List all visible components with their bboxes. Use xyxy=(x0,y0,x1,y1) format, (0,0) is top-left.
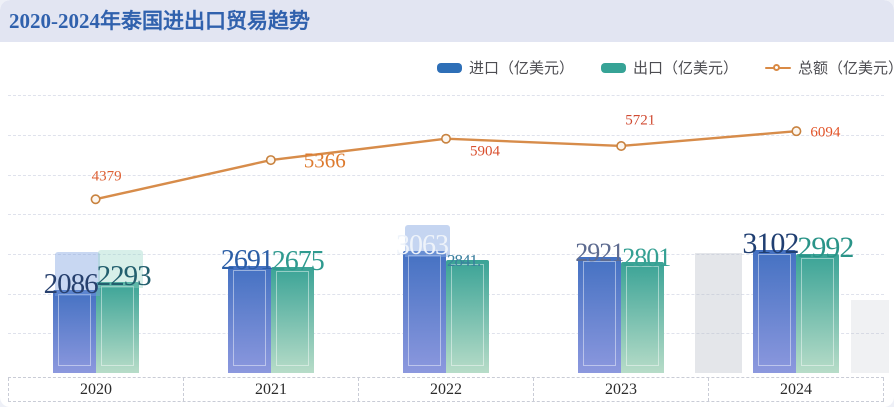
import-value-label-2020: 2086 xyxy=(43,268,99,301)
x-axis-cell-2022: 2022 xyxy=(358,378,533,401)
legend-line-marker-icon xyxy=(765,63,792,73)
import-bar-2022[interactable] xyxy=(403,251,446,373)
ghost-cap-block xyxy=(405,225,450,258)
ghost-shadow-block xyxy=(695,253,743,373)
total-line xyxy=(95,129,797,201)
import-bar-2023[interactable] xyxy=(578,257,622,373)
import-bar-2020[interactable] xyxy=(52,290,96,373)
x-axis-label: 2023 xyxy=(605,380,637,398)
export-bar-2021[interactable] xyxy=(270,266,314,373)
export-value-label-2020: 2293 xyxy=(96,260,152,292)
gridline xyxy=(8,174,884,176)
ghost-cap-block xyxy=(97,250,143,288)
x-axis-label: 2021 xyxy=(255,380,287,398)
legend-item-total[interactable]: 总额（亿美元） xyxy=(765,57,894,78)
export-value-label-2022: 2841. xyxy=(447,251,481,271)
x-axis-label: 2020 xyxy=(80,380,112,398)
total-point-2021[interactable] xyxy=(265,155,276,166)
export-value-label-2024: 2992 xyxy=(797,231,854,265)
legend-bar-swatch xyxy=(601,62,627,73)
legend-item-export[interactable]: 出口（亿美元） xyxy=(601,57,738,78)
legend: 进口（亿美元） 出口（亿美元） 总额（亿美元） xyxy=(437,57,894,78)
total-value-label-2022: 5904 xyxy=(470,143,500,160)
export-bar-2022[interactable] xyxy=(446,260,489,373)
gridline xyxy=(8,214,884,216)
export-bar-2023[interactable] xyxy=(621,261,665,373)
import-bar-2024[interactable] xyxy=(753,249,797,373)
ghost-shadow-block xyxy=(851,300,890,373)
total-value-label-2023: 5721 xyxy=(625,112,656,129)
legend-label: 总额（亿美元） xyxy=(798,61,894,77)
legend-label: 进口（亿美元） xyxy=(469,61,575,77)
gridline xyxy=(8,95,884,97)
import-value-label-2021: 2691 xyxy=(220,245,274,277)
x-axis-label: 2024 xyxy=(780,380,812,398)
export-bar-2024[interactable] xyxy=(796,254,840,373)
chart-title: 2020-2024年泰国进出口贸易趋势 xyxy=(9,9,310,33)
x-axis-cell-2023: 2023 xyxy=(533,378,708,401)
export-value-label-2023: 2801 xyxy=(622,242,671,272)
import-bar-2021[interactable] xyxy=(227,266,271,373)
import-value-label-2022: 3063 xyxy=(396,230,449,262)
total-value-label-2020: 4379 xyxy=(91,168,122,185)
total-point-2020[interactable] xyxy=(90,194,101,205)
legend-label: 出口（亿美元） xyxy=(633,61,739,77)
total-value-label-2021: 5366 xyxy=(303,148,346,173)
legend-item-import[interactable]: 进口（亿美元） xyxy=(437,57,574,78)
total-value-label-2024: 6094 xyxy=(810,124,841,141)
x-axis-cell-2021: 2021 xyxy=(183,378,358,401)
gridline xyxy=(8,134,884,136)
export-value-label-2021: 2675 xyxy=(271,245,325,277)
x-axis-label: 2022 xyxy=(430,380,462,398)
legend-bar-swatch xyxy=(437,62,462,73)
x-axis-cell-2020: 2020 xyxy=(8,378,183,401)
export-bar-2020[interactable] xyxy=(95,282,139,373)
header-bar: 2020-2024年泰国进出口贸易趋势 xyxy=(0,0,894,42)
x-axis: 2020 2021 2022 2023 2024 xyxy=(8,377,884,402)
x-axis-cell-2024: 2024 xyxy=(708,378,884,401)
import-value-label-2023: 2921 xyxy=(575,238,624,268)
import-value-label-2024: 3102 xyxy=(742,226,799,260)
total-point-2023[interactable] xyxy=(616,140,627,151)
ghost-cap-block xyxy=(54,252,100,297)
